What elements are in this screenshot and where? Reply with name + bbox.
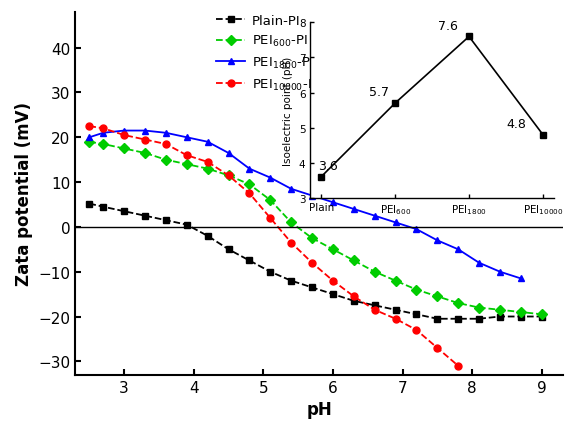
- Y-axis label: Isoelectric point (pH): Isoelectric point (pH): [283, 56, 293, 165]
- PEI$_{600}$-PI: [350, 258, 357, 263]
- PEI$_{10000}$-PI: [329, 279, 336, 284]
- PEI$_{10000}$-PI: [225, 173, 232, 178]
- PEI$_{10000}$-PI: [100, 127, 107, 132]
- PEI$_{600}$-PI: [246, 182, 253, 187]
- PEI$_{1800}$-PI: [162, 131, 169, 136]
- PEI$_{1800}$-PI: [476, 261, 483, 266]
- PEI$_{1800}$-PI: [517, 276, 524, 281]
- Plain-PI: [100, 204, 107, 210]
- PEI$_{10000}$-PI: [86, 124, 93, 130]
- PEI$_{10000}$-PI: [142, 138, 148, 143]
- PEI$_{600}$-PI: [121, 147, 128, 152]
- Plain-PI: [413, 312, 420, 317]
- PEI$_{1800}$-PI: [121, 129, 128, 134]
- PEI$_{1800}$-PI: [86, 135, 93, 141]
- PEI$_{600}$-PI: [517, 310, 524, 315]
- PEI$_{10000}$-PI: [267, 216, 274, 221]
- Plain-PI: [267, 270, 274, 275]
- PEI$_{600}$-PI: [455, 301, 462, 306]
- Plain-PI: [455, 317, 462, 322]
- Line: PEI$_{10000}$-PI: PEI$_{10000}$-PI: [86, 123, 462, 369]
- Plain-PI: [329, 292, 336, 297]
- PEI$_{1800}$-PI: [246, 167, 253, 172]
- PEI$_{600}$-PI: [538, 312, 545, 317]
- PEI$_{1800}$-PI: [434, 238, 441, 243]
- PEI$_{600}$-PI: [183, 162, 190, 167]
- PEI$_{10000}$-PI: [413, 328, 420, 333]
- PEI$_{10000}$-PI: [204, 160, 211, 165]
- PEI$_{1800}$-PI: [183, 135, 190, 141]
- PEI$_{10000}$-PI: [350, 294, 357, 299]
- Plain-PI: [434, 317, 441, 322]
- Plain-PI: [204, 234, 211, 239]
- Plain-PI: [496, 314, 503, 320]
- Line: PEI$_{600}$-PI: PEI$_{600}$-PI: [86, 139, 545, 318]
- Plain-PI: [225, 247, 232, 252]
- PEI$_{600}$-PI: [267, 198, 274, 203]
- PEI$_{600}$-PI: [86, 140, 93, 145]
- Legend: Plain-PI, PEI$_{600}$-PI, PEI$_{1800}$-PI, PEI$_{10000}$-PI: Plain-PI, PEI$_{600}$-PI, PEI$_{1800}$-P…: [213, 12, 322, 95]
- PEI$_{600}$-PI: [476, 305, 483, 311]
- Plain-PI: [476, 317, 483, 322]
- Line: Plain-PI: Plain-PI: [86, 201, 545, 322]
- Y-axis label: Zata potential (mV): Zata potential (mV): [15, 102, 33, 285]
- Plain-PI: [538, 314, 545, 320]
- PEI$_{1800}$-PI: [392, 220, 399, 225]
- Plain-PI: [142, 213, 148, 219]
- PEI$_{600}$-PI: [162, 158, 169, 163]
- PEI$_{1800}$-PI: [204, 140, 211, 145]
- PEI$_{600}$-PI: [329, 247, 336, 252]
- PEI$_{600}$-PI: [392, 279, 399, 284]
- Text: 7.6: 7.6: [438, 20, 458, 33]
- Plain-PI: [246, 258, 253, 263]
- Plain-PI: [371, 303, 378, 308]
- PEI$_{10000}$-PI: [371, 308, 378, 313]
- PEI$_{600}$-PI: [434, 294, 441, 299]
- PEI$_{1800}$-PI: [142, 129, 148, 134]
- PEI$_{1800}$-PI: [288, 187, 295, 192]
- PEI$_{600}$-PI: [496, 308, 503, 313]
- PEI$_{10000}$-PI: [455, 363, 462, 368]
- Plain-PI: [309, 285, 316, 290]
- Plain-PI: [350, 299, 357, 304]
- PEI$_{1800}$-PI: [100, 131, 107, 136]
- PEI$_{1800}$-PI: [496, 270, 503, 275]
- PEI$_{1800}$-PI: [371, 213, 378, 219]
- PEI$_{1800}$-PI: [413, 227, 420, 232]
- PEI$_{600}$-PI: [309, 236, 316, 241]
- Plain-PI: [288, 279, 295, 284]
- Text: 5.7: 5.7: [369, 86, 389, 99]
- PEI$_{600}$-PI: [204, 167, 211, 172]
- PEI$_{600}$-PI: [225, 173, 232, 178]
- Text: 4.8: 4.8: [506, 118, 526, 130]
- Plain-PI: [392, 308, 399, 313]
- PEI$_{1800}$-PI: [309, 193, 316, 199]
- PEI$_{600}$-PI: [288, 220, 295, 225]
- PEI$_{10000}$-PI: [183, 153, 190, 158]
- PEI$_{600}$-PI: [371, 270, 378, 275]
- PEI$_{10000}$-PI: [288, 240, 295, 245]
- Text: 3.6: 3.6: [318, 159, 338, 173]
- PEI$_{1800}$-PI: [267, 176, 274, 181]
- Plain-PI: [517, 314, 524, 320]
- PEI$_{1800}$-PI: [329, 200, 336, 205]
- Plain-PI: [162, 218, 169, 223]
- PEI$_{600}$-PI: [100, 142, 107, 147]
- PEI$_{1800}$-PI: [455, 247, 462, 252]
- PEI$_{10000}$-PI: [121, 133, 128, 138]
- PEI$_{10000}$-PI: [162, 142, 169, 147]
- PEI$_{1800}$-PI: [350, 207, 357, 212]
- Line: PEI$_{1800}$-PI: PEI$_{1800}$-PI: [86, 128, 524, 282]
- PEI$_{600}$-PI: [142, 151, 148, 156]
- Plain-PI: [121, 209, 128, 214]
- Plain-PI: [183, 222, 190, 227]
- PEI$_{10000}$-PI: [434, 345, 441, 351]
- PEI$_{10000}$-PI: [309, 261, 316, 266]
- PEI$_{600}$-PI: [413, 288, 420, 293]
- PEI$_{1800}$-PI: [225, 151, 232, 156]
- PEI$_{10000}$-PI: [392, 317, 399, 322]
- X-axis label: pH: pH: [306, 400, 332, 418]
- PEI$_{10000}$-PI: [246, 191, 253, 196]
- Plain-PI: [86, 201, 93, 207]
